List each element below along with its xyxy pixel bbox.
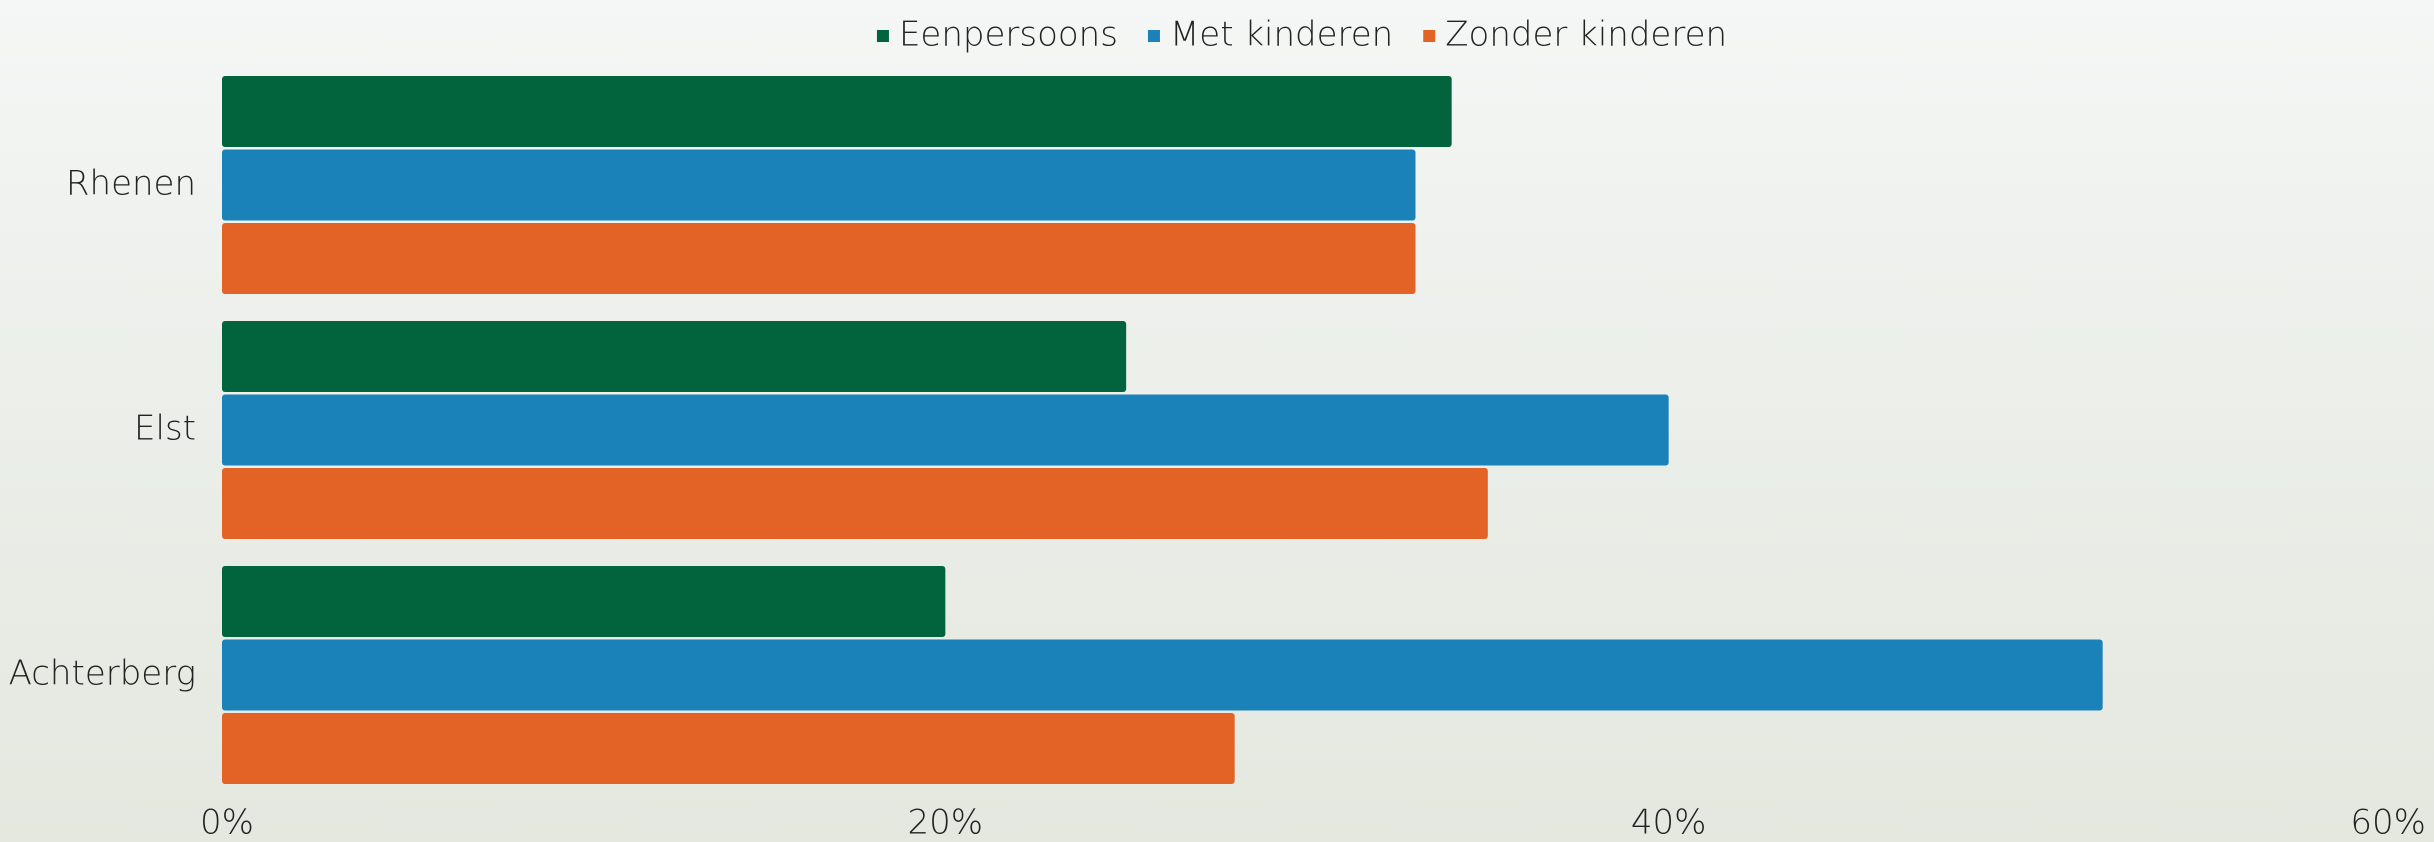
legend-label: Zonder kinderen [1445, 15, 1727, 55]
bar [222, 149, 1416, 221]
legend-item: Zonder kinderen [1423, 15, 1727, 55]
y-tick-label: Elst [134, 409, 196, 449]
x-tick-label: 60% [2350, 803, 2426, 842]
y-tick-label: Rhenen [66, 164, 196, 204]
legend-item: Eenpersoons [876, 15, 1118, 55]
y-tick-label: Achterberg [9, 654, 196, 694]
x-tick-label: 20% [908, 803, 984, 842]
bar [222, 321, 1127, 392]
bar [222, 713, 1235, 784]
bar [222, 394, 1669, 466]
bar [222, 76, 1452, 147]
legend-label: Met kinderen [1170, 15, 1393, 55]
legend-swatch [1423, 30, 1436, 42]
legend-item: Met kinderen [1147, 15, 1393, 55]
legend-swatch [876, 30, 889, 42]
bar [222, 223, 1416, 294]
legend-swatch [1147, 30, 1160, 42]
x-tick-label: 40% [1631, 803, 1707, 842]
x-tick-label: 0% [200, 803, 254, 842]
bar [222, 639, 2103, 711]
legend-label: Eenpersoons [899, 15, 1118, 55]
bar [222, 468, 1488, 539]
bar [222, 566, 946, 637]
